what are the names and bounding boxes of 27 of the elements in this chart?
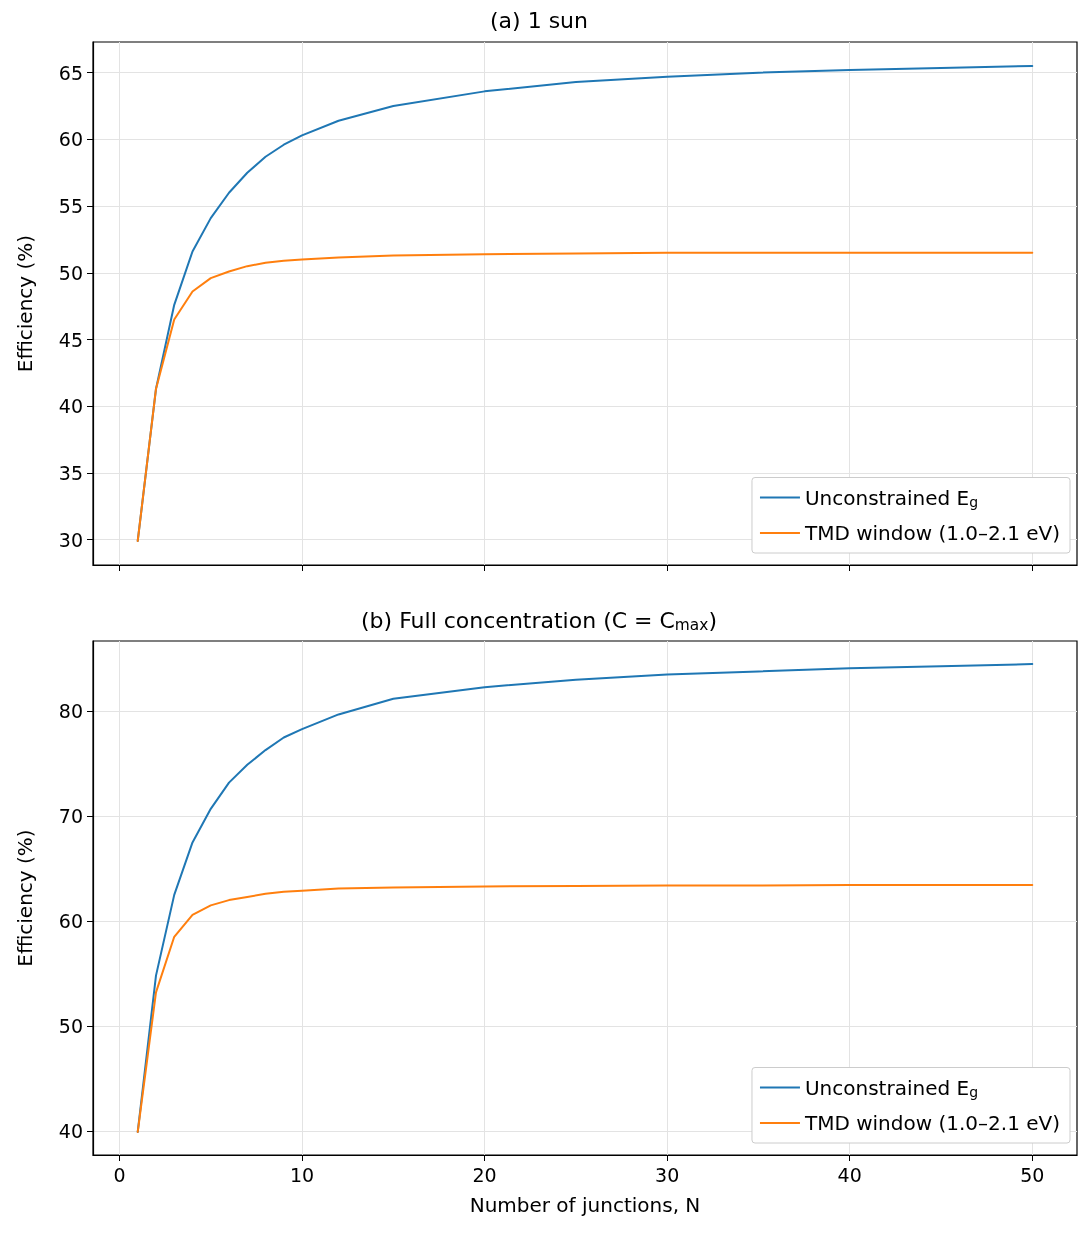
y-tick-label: 45 bbox=[58, 328, 83, 351]
legend-label: Unconstrained Eg bbox=[804, 485, 979, 510]
x-tick-label: 40 bbox=[837, 1163, 862, 1186]
y-tick-label: 65 bbox=[58, 61, 83, 84]
y-tick-label: 30 bbox=[58, 528, 83, 551]
y-tick-label: 40 bbox=[58, 395, 83, 418]
y-tick-label: 50 bbox=[58, 261, 83, 284]
y-axis-title: Efficiency (%) bbox=[13, 829, 37, 967]
x-tick-label: 0 bbox=[113, 1163, 126, 1186]
chart-title: (a) 1 sun bbox=[490, 7, 588, 33]
legend-label: Unconstrained Eg bbox=[804, 1075, 979, 1100]
y-axis-title: Efficiency (%) bbox=[13, 234, 37, 373]
y-tick-label: 55 bbox=[58, 195, 83, 218]
y-tick-label: 60 bbox=[58, 128, 83, 151]
legend-label: TMD window (1.0–2.1 eV) bbox=[803, 521, 1060, 545]
x-tick-label: 20 bbox=[472, 1163, 497, 1186]
y-tick-label: 70 bbox=[58, 805, 83, 828]
x-axis-title: Number of junctions, N bbox=[469, 1193, 701, 1217]
y-tick-label: 60 bbox=[58, 910, 83, 933]
y-tick-label: 50 bbox=[58, 1014, 83, 1037]
y-tick-label: 40 bbox=[58, 1119, 83, 1142]
x-tick-label: 50 bbox=[1020, 1163, 1045, 1186]
x-tick-label: 10 bbox=[289, 1163, 315, 1186]
x-tick-label: 30 bbox=[655, 1163, 680, 1186]
legend-label: TMD window (1.0–2.1 eV) bbox=[803, 1111, 1060, 1135]
y-tick-label: 35 bbox=[58, 461, 83, 484]
y-tick-label: 80 bbox=[58, 700, 83, 723]
